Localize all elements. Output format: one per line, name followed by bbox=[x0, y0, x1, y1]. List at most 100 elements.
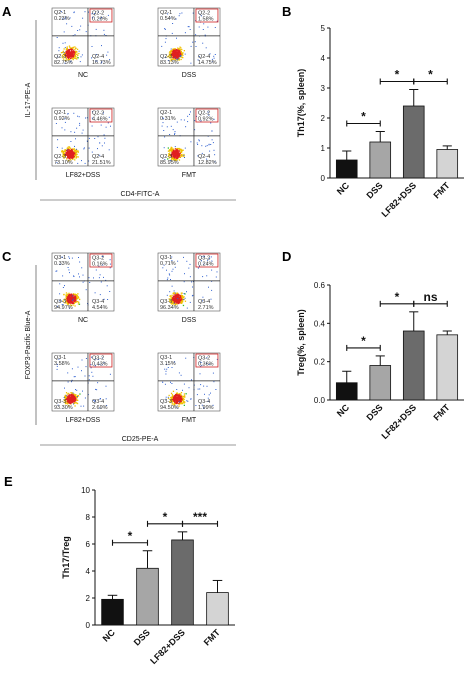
event-dot bbox=[172, 295, 174, 298]
event-dot bbox=[101, 45, 102, 47]
event-dot bbox=[73, 401, 76, 403]
event-dot bbox=[170, 381, 171, 383]
event-dot bbox=[68, 149, 70, 151]
event-dot bbox=[176, 150, 178, 152]
event-dot bbox=[190, 398, 192, 400]
event-dot bbox=[67, 156, 69, 158]
event-dot bbox=[170, 150, 172, 152]
quadrant-br-label: Q2-4 bbox=[92, 54, 104, 60]
event-dot bbox=[103, 33, 105, 35]
event-dot bbox=[55, 123, 57, 124]
event-dot bbox=[62, 287, 64, 288]
event-dot bbox=[72, 294, 74, 297]
event-dot bbox=[70, 300, 72, 303]
event-dot bbox=[72, 153, 75, 155]
event-dot bbox=[64, 118, 66, 120]
quadrant-tl-label: Q3-1 bbox=[54, 255, 66, 261]
event-dot bbox=[77, 366, 79, 368]
event-dot bbox=[67, 296, 69, 298]
event-dot bbox=[170, 50, 173, 52]
y-tick-label: 4 bbox=[86, 567, 91, 576]
event-dot bbox=[169, 401, 171, 404]
event-dot bbox=[75, 157, 77, 159]
event-dot bbox=[212, 142, 214, 144]
event-dot bbox=[173, 149, 175, 151]
event-dot bbox=[202, 29, 204, 30]
event-dot bbox=[75, 301, 77, 303]
event-dot bbox=[194, 129, 196, 131]
event-dot bbox=[204, 393, 205, 395]
event-dot bbox=[62, 156, 64, 158]
event-dot bbox=[65, 300, 67, 303]
event-dot bbox=[88, 277, 90, 279]
quadrant-tl-value: 3.58% bbox=[54, 361, 70, 367]
event-dot bbox=[169, 51, 171, 53]
event-dot bbox=[71, 55, 73, 57]
event-dot bbox=[207, 400, 209, 402]
event-dot bbox=[181, 48, 183, 51]
event-dot bbox=[75, 153, 77, 155]
quadrant-tr-label: Q2-2 bbox=[92, 11, 104, 17]
event-dot bbox=[77, 296, 79, 298]
event-dot bbox=[74, 395, 76, 397]
event-dot bbox=[77, 156, 79, 158]
event-dot bbox=[62, 152, 65, 154]
event-dot bbox=[181, 402, 183, 404]
event-dot bbox=[76, 51, 78, 53]
event-dot bbox=[69, 396, 71, 399]
bar-fmt bbox=[436, 334, 459, 401]
event-dot bbox=[176, 300, 179, 303]
event-dot bbox=[171, 270, 173, 272]
event-dot bbox=[73, 149, 76, 151]
quadrant-br-value: 14.75% bbox=[198, 60, 217, 66]
event-dot bbox=[174, 158, 176, 160]
event-dot bbox=[178, 50, 181, 52]
event-dot bbox=[61, 304, 63, 306]
event-dot bbox=[174, 53, 176, 55]
event-dot bbox=[81, 132, 83, 134]
event-dot bbox=[168, 273, 170, 275]
event-dot bbox=[72, 293, 75, 295]
event-dot bbox=[171, 154, 174, 156]
event-dot bbox=[164, 136, 166, 138]
event-dot bbox=[178, 301, 180, 303]
quadrant-tr-value: 4.46% bbox=[92, 117, 108, 123]
event-dot bbox=[170, 297, 172, 300]
event-dot bbox=[72, 46, 74, 48]
event-dot bbox=[101, 364, 103, 366]
quadrant-tr-label: Q3-2 bbox=[92, 356, 104, 362]
event-dot bbox=[193, 281, 194, 283]
event-dot bbox=[67, 153, 69, 155]
event-dot bbox=[62, 18, 64, 20]
category-label: DSS bbox=[365, 180, 385, 200]
event-dot bbox=[98, 277, 100, 279]
event-dot bbox=[78, 116, 80, 118]
event-dot bbox=[64, 394, 67, 397]
event-dot bbox=[74, 34, 76, 36]
event-dot bbox=[67, 146, 69, 148]
event-dot bbox=[172, 156, 174, 158]
event-dot bbox=[173, 157, 176, 159]
event-dot bbox=[90, 367, 92, 369]
event-dot bbox=[71, 153, 73, 155]
event-dot bbox=[181, 53, 183, 55]
event-dot bbox=[168, 157, 170, 159]
event-dot bbox=[71, 52, 73, 54]
event-dot bbox=[101, 62, 102, 64]
event-dot bbox=[184, 157, 185, 158]
event-dot bbox=[64, 401, 66, 404]
event-dot bbox=[71, 379, 73, 381]
event-dot bbox=[171, 32, 173, 34]
quadrant-br-value: 2.71% bbox=[198, 305, 214, 311]
event-dot bbox=[177, 301, 179, 303]
event-dot bbox=[76, 402, 79, 405]
event-dot bbox=[65, 296, 67, 298]
event-dot bbox=[71, 149, 73, 151]
x-axis-label: CD4-FITC-A bbox=[121, 191, 160, 198]
event-dot bbox=[207, 135, 209, 137]
event-dot bbox=[189, 276, 191, 278]
event-dot bbox=[178, 395, 180, 397]
event-dot bbox=[176, 292, 179, 294]
event-dot bbox=[75, 395, 78, 398]
event-dot bbox=[178, 58, 180, 60]
